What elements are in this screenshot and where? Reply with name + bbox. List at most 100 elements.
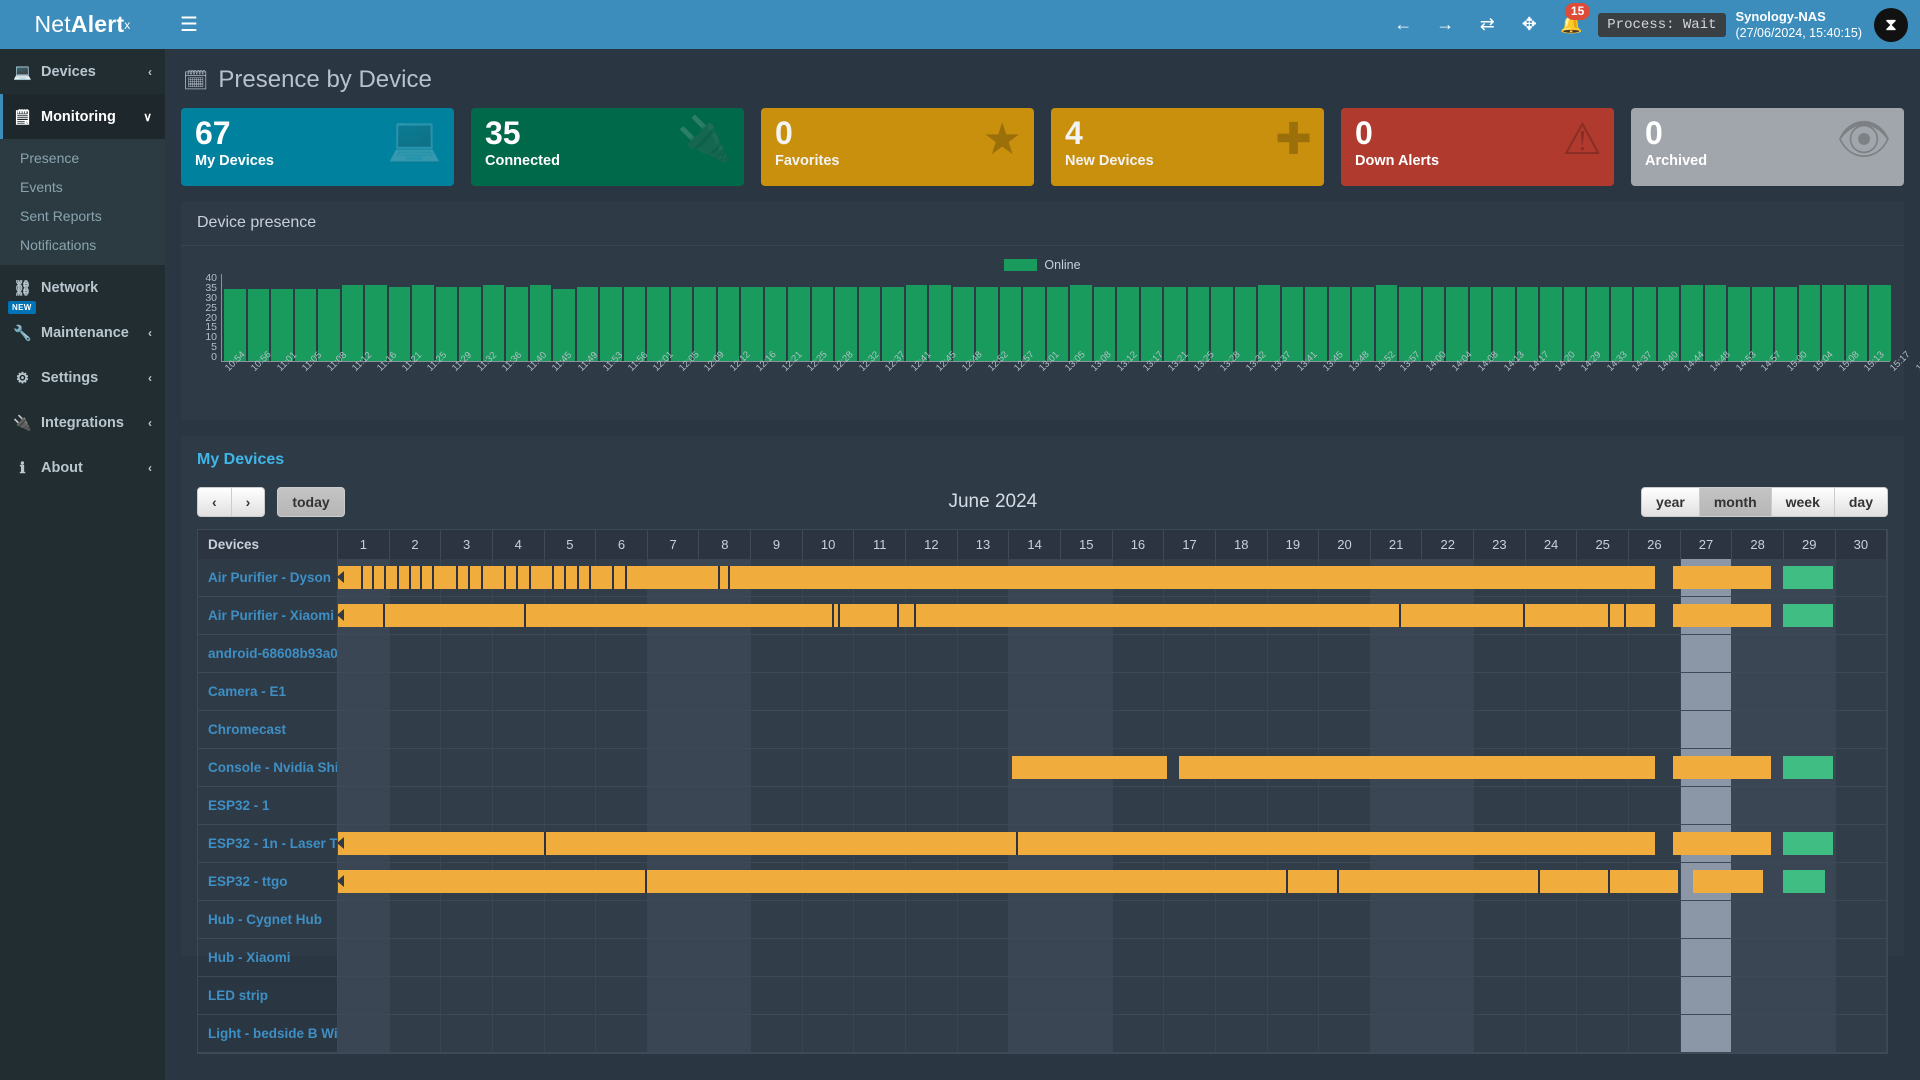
timeline-day-header[interactable]: 21 [1371,530,1423,559]
timeline-day-header[interactable]: 19 [1268,530,1320,559]
timeline-day-header[interactable]: 27 [1681,530,1733,559]
timeline-day-header[interactable]: 30 [1836,530,1888,559]
timeline-day-header[interactable]: 26 [1629,530,1681,559]
sidebar-item-network[interactable]: ⛓ Network [0,265,165,310]
device-name-link[interactable]: Air Purifier - Dyson [198,559,338,596]
timeline-track[interactable] [338,787,1888,824]
timeline-track[interactable] [338,939,1888,976]
timeline-day-header[interactable]: 16 [1113,530,1165,559]
stat-card-new-devices[interactable]: 4 New Devices ✚ [1051,108,1324,186]
timeline-track[interactable] [338,977,1888,1014]
timeline-day-header[interactable]: 28 [1732,530,1784,559]
presence-event-bar[interactable] [1783,870,1826,893]
presence-event-bar[interactable] [1783,604,1833,627]
timeline-day-header[interactable]: 14 [1009,530,1061,559]
sidebar-item-monitoring[interactable]: 🗒 Monitoring ∨ [0,94,165,139]
presence-event-bar[interactable] [1673,832,1771,855]
stat-card-down-alerts[interactable]: 0 Down Alerts ⚠ [1341,108,1614,186]
timeline-day-header[interactable]: 10 [803,530,855,559]
timeline-day-header[interactable]: 3 [441,530,493,559]
timeline-day-header[interactable]: 25 [1577,530,1630,559]
sidebar-item-notifications[interactable]: Notifications [20,236,97,253]
device-name-link[interactable]: Air Purifier - Xiaomi [198,597,338,634]
timeline-day-header[interactable]: 17 [1164,530,1216,559]
view-month-button[interactable]: month [1699,487,1772,517]
timeline-day-header[interactable]: 15 [1061,530,1113,559]
timeline-track[interactable] [338,673,1888,710]
refresh-icon[interactable]: ⇄ [1479,14,1495,34]
sidebar-item-integrations[interactable]: 🔌 Integrations ‹ [0,400,165,445]
presence-event-bar[interactable] [1673,604,1771,627]
sidebar-item-devices[interactable]: 💻 Devices ‹ [0,49,165,94]
presence-event-bar[interactable] [1783,832,1833,855]
stat-card-favorites[interactable]: 0 Favorites ★ [761,108,1034,186]
timeline-track[interactable] [337,863,1888,900]
device-name-link[interactable]: LED strip [198,977,338,1014]
back-arrow-icon[interactable]: ← [1394,14,1413,34]
timeline-track[interactable] [338,1015,1888,1052]
forward-arrow-icon[interactable]: → [1436,14,1455,34]
today-button[interactable]: today [277,487,345,517]
timeline-day-header[interactable]: 20 [1319,530,1371,559]
stat-card-archived[interactable]: 0 Archived 👁 [1631,108,1904,186]
presence-event-bar[interactable] [1783,756,1833,779]
prev-month-button[interactable]: ‹ [197,487,232,517]
timeline-day-header[interactable]: 24 [1526,530,1578,559]
device-name-link[interactable]: android-68608b93a00e4 [198,635,338,672]
device-name-link[interactable]: Chromecast [198,711,338,748]
presence-event-bar[interactable] [337,870,1678,893]
timeline-track[interactable] [337,559,1888,596]
presence-event-bar[interactable] [1673,566,1771,589]
device-name-link[interactable]: ESP32 - ttgo [198,863,338,900]
view-year-button[interactable]: year [1641,487,1700,517]
menu-toggle-icon[interactable]: ☰ [180,14,198,36]
presence-event-bar[interactable] [1179,756,1655,779]
timeline-day-header[interactable]: 23 [1474,530,1526,559]
presence-event-bar[interactable] [337,566,1655,589]
presence-event-bar[interactable] [337,604,1655,627]
timeline-day-header[interactable]: 8 [699,530,752,559]
presence-event-bar[interactable] [1673,756,1771,779]
timeline-day-header[interactable]: 6 [596,530,648,559]
next-month-button[interactable]: › [231,487,266,517]
avatar[interactable]: ⧗ [1874,7,1908,42]
timeline-day-header[interactable]: 12 [906,530,958,559]
view-day-button[interactable]: day [1834,487,1888,517]
timeline-day-header[interactable]: 2 [390,530,442,559]
timeline-day-header[interactable]: 7 [648,530,700,559]
sidebar-item-about[interactable]: ℹ About ‹ [0,445,165,490]
timeline-track[interactable] [338,901,1888,938]
device-name-link[interactable]: Hub - Cygnet Hub [198,901,338,938]
timeline-day-header[interactable]: 22 [1422,530,1475,559]
device-name-link[interactable]: Camera - E1 [198,673,338,710]
sidebar-item-sent-reports[interactable]: Sent Reports [20,207,102,224]
notifications-button[interactable]: 🔔 15 [1550,0,1592,49]
presence-event-bar[interactable] [1011,756,1167,779]
sidebar-item-events[interactable]: Events [20,178,63,195]
move-icon[interactable]: ✥ [1521,14,1537,34]
timeline-day-header[interactable]: 1 [338,530,390,559]
sidebar-item-presence[interactable]: Presence [20,149,80,166]
stat-card-connected[interactable]: 35 Connected 🔌 [471,108,744,186]
device-name-link[interactable]: Console - Nvidia Shield T [198,749,338,786]
device-name-link[interactable]: Light - bedside B WiFi [198,1015,338,1052]
timeline-track[interactable] [338,749,1888,786]
device-name-link[interactable]: Hub - Xiaomi [198,939,338,976]
presence-event-bar[interactable] [337,832,1655,855]
device-name-link[interactable]: ESP32 - 1 [198,787,338,824]
presence-event-bar[interactable] [1783,566,1833,589]
timeline-track[interactable] [337,825,1888,862]
timeline-day-header[interactable]: 9 [751,530,803,559]
timeline-day-header[interactable]: 4 [493,530,545,559]
timeline-day-header[interactable]: 5 [545,530,597,559]
presence-event-bar[interactable] [1693,870,1764,893]
timeline-day-header[interactable]: 11 [854,530,907,559]
timeline-day-header[interactable]: 13 [958,530,1010,559]
sidebar-item-settings[interactable]: ⚙ Settings ‹ [0,355,165,400]
timeline-track[interactable] [338,711,1888,748]
timeline-track[interactable] [338,635,1888,672]
sidebar-item-maintenance[interactable]: NEW 🔧 Maintenance ‹ [0,301,165,355]
stat-card-my-devices[interactable]: 67 My Devices 💻 [181,108,454,186]
device-name-link[interactable]: ESP32 - 1n - Laser Toy [198,825,338,862]
timeline-day-header[interactable]: 18 [1216,530,1268,559]
